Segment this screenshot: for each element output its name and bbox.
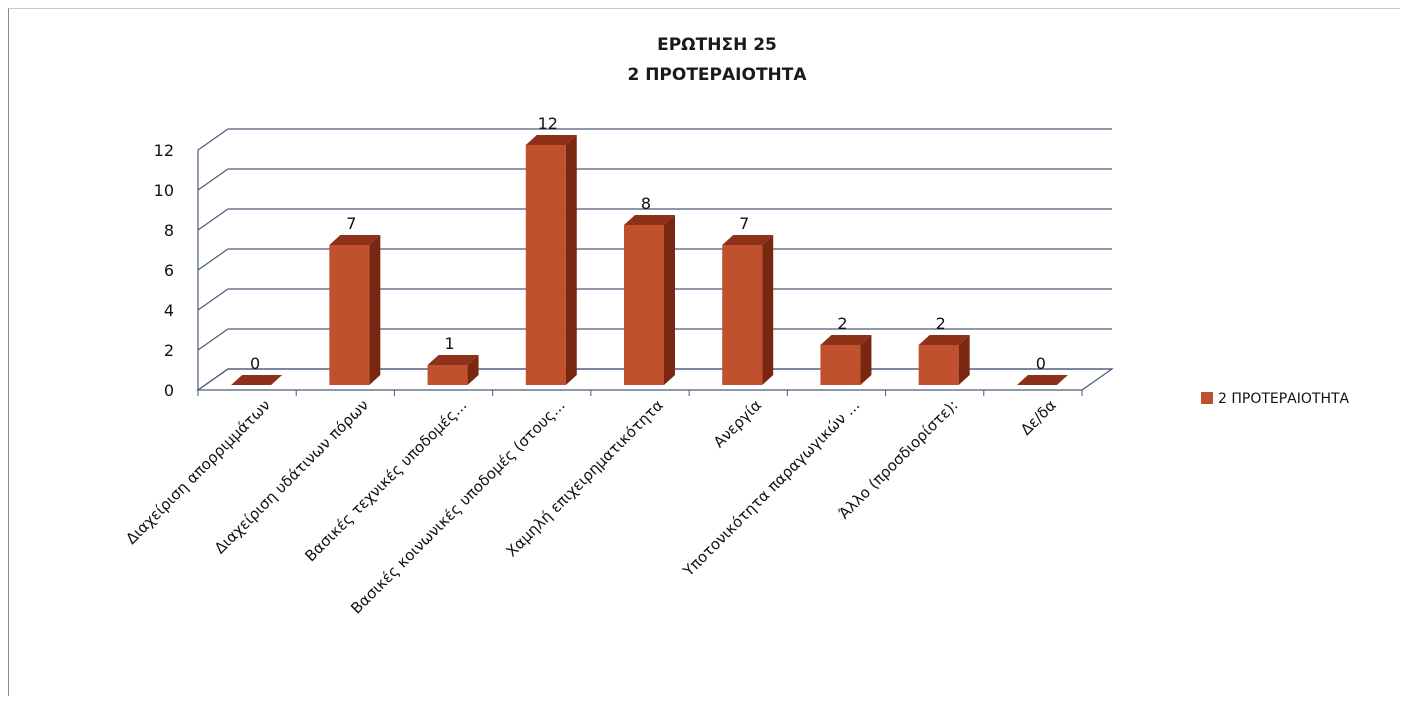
bar	[1016, 375, 1068, 385]
x-tick-label: Χαμηλή επιχειρηματικότητα	[502, 396, 666, 560]
legend: 2 ΠΡΟΤΕΡΑΙΟΤΗΤΑ	[1201, 391, 1350, 407]
x-tick-label: Διαχείριση υδάτινων πόρων	[211, 396, 372, 557]
gridline	[197, 288, 1112, 311]
bar-top	[820, 335, 872, 345]
bar-side	[369, 235, 381, 385]
bar-front	[624, 225, 664, 385]
bar	[427, 355, 479, 385]
bar-front	[427, 365, 468, 385]
bar-side	[762, 235, 774, 385]
gridline	[197, 248, 1112, 271]
grid-layer	[196, 128, 1114, 391]
bars-layer	[231, 135, 1068, 385]
data-label: 2	[837, 314, 847, 333]
gridline	[197, 368, 1112, 391]
gridline	[197, 328, 1112, 351]
data-label: 2	[936, 314, 946, 333]
y-tick-label: 0	[164, 381, 174, 400]
bar-front	[918, 345, 959, 385]
data-label: 0	[1036, 354, 1046, 373]
bar	[722, 235, 774, 385]
bar	[918, 335, 970, 385]
bar-side	[664, 215, 675, 385]
bar-top	[1016, 375, 1068, 385]
bar-front	[329, 245, 370, 385]
legend-label: 2 ΠΡΟΤΕΡΑΙΟΤΗΤΑ	[1218, 391, 1350, 407]
bar	[329, 235, 381, 385]
bar-side	[860, 335, 872, 385]
bar-side	[565, 135, 577, 385]
gridline	[197, 168, 1112, 191]
x-tick-label: Δε/δα	[1017, 396, 1060, 439]
data-labels-layer: 0 7 1 12 8 7 2 2 0	[250, 114, 1046, 373]
chart-title-line-1: ΕΡΩΤΗΣΗ 25	[657, 35, 777, 55]
y-tick-label: 10	[154, 181, 174, 200]
gridline	[197, 128, 1112, 151]
y-axis: 0 2 4 6 8 10 12	[154, 141, 174, 400]
x-tick-label: Υποτονικότητα παραγωγικών ...	[679, 396, 863, 580]
bar	[525, 135, 577, 385]
data-label: 7	[739, 214, 749, 233]
legend-swatch	[1201, 392, 1213, 404]
y-tick-label: 12	[154, 141, 174, 160]
data-label: 8	[641, 194, 651, 213]
chart-title-line-2: 2 ΠΡΟΤΕΡΑΙΟΤΗΤΑ	[627, 65, 807, 85]
y-tick-label: 2	[164, 341, 174, 360]
bar-top	[722, 235, 774, 245]
data-label: 7	[346, 214, 356, 233]
chart-frame	[8, 8, 1400, 696]
bar	[231, 375, 283, 385]
bar-top	[231, 375, 283, 385]
bar-side	[958, 335, 970, 385]
data-label: 12	[538, 114, 558, 133]
data-label: 1	[444, 334, 454, 353]
x-tick-label: Βασικές κοινωνικές υποδομές (στους...	[347, 396, 568, 617]
bar-front	[722, 245, 763, 385]
bar-top	[427, 355, 479, 365]
bar-top	[329, 235, 381, 245]
bar-top	[525, 135, 577, 145]
x-tick-label: Βασικές τεχνικές υποδομές...	[301, 396, 470, 565]
bar-top	[624, 215, 675, 225]
y-tick-label: 6	[164, 261, 174, 280]
bar-front	[820, 345, 861, 385]
bar-top	[918, 335, 970, 345]
y-tick-label: 8	[164, 221, 174, 240]
x-tick-label: Ανεργία	[710, 396, 765, 451]
gridline	[197, 208, 1112, 231]
bar	[820, 335, 872, 385]
bar-front	[525, 145, 566, 385]
data-label: 0	[250, 354, 260, 373]
y-tick-label: 4	[164, 301, 174, 320]
bar	[624, 215, 675, 385]
